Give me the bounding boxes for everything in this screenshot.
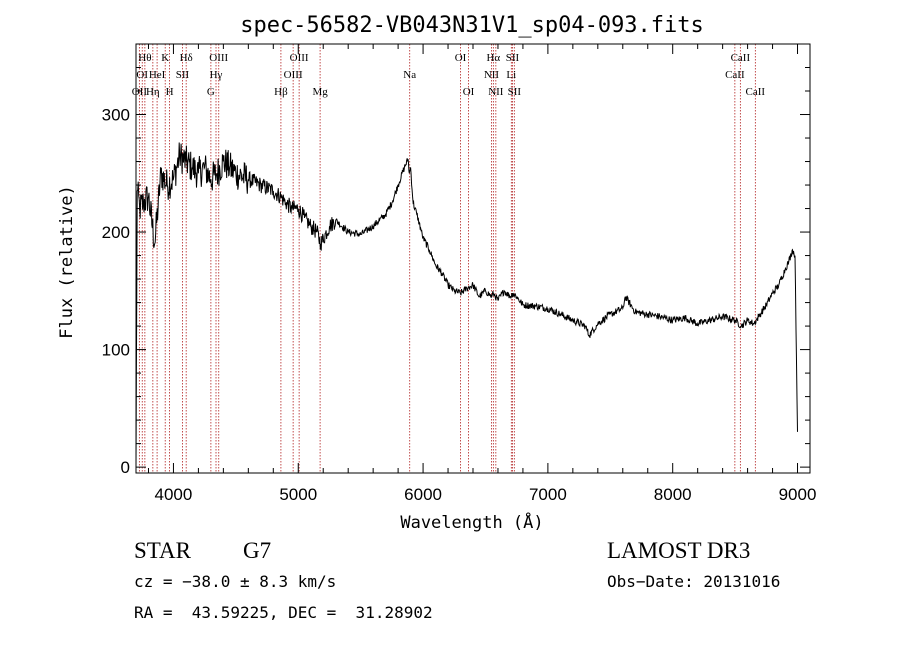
y-axis-label: Flux (relative) xyxy=(57,185,77,339)
line-markers xyxy=(138,44,756,473)
line-label-12: Hβ xyxy=(274,86,288,98)
line-label-4: HeI xyxy=(149,69,166,81)
line-label-1: OI xyxy=(136,69,148,81)
y-axis-ticks: 0 100 200 300 xyxy=(102,67,810,477)
spectrum-series xyxy=(135,142,798,468)
x-tick-label-1: 5000 xyxy=(279,485,317,504)
plot-frame xyxy=(135,43,811,474)
coordinates: RA = 43.59225, DEC = 31.28902 xyxy=(134,603,433,622)
line-label-13: OIII xyxy=(284,69,303,81)
redshift-cz: cz = −38.0 ± 8.3 km/s xyxy=(134,572,337,591)
line-label-14: OIII xyxy=(290,52,309,64)
line-label-20: Hα xyxy=(486,52,500,64)
object-subclass: G7 xyxy=(243,538,272,563)
x-tick-label-0: 4000 xyxy=(155,485,193,504)
line-label-11: OIII xyxy=(209,52,228,64)
line-label-2: Hθ xyxy=(138,52,151,64)
line-label-24: SII xyxy=(508,86,522,98)
line-label-18: OI xyxy=(463,86,475,98)
line-label-17: OI xyxy=(455,52,467,64)
chart-title: spec-56582-VB043N31V1_sp04-093.fits xyxy=(240,13,704,38)
line-label-5: K xyxy=(161,52,169,64)
x-tick-label-3: 7000 xyxy=(529,485,567,504)
observation-date: Obs−Date: 20131016 xyxy=(607,572,781,591)
x-tick-label-5: 9000 xyxy=(779,485,817,504)
line-marker-labels: OIIOIHθHηHeIKHSIIHδGHγOIIIHβOIIIOIIIMgNa… xyxy=(132,52,766,98)
line-label-27: CaII xyxy=(746,86,766,98)
line-label-9: G xyxy=(207,86,215,98)
object-class: STAR xyxy=(134,538,191,563)
line-label-0: OII xyxy=(132,86,148,98)
survey-name: LAMOST DR3 xyxy=(607,538,751,563)
y-tick-label-0: 0 xyxy=(121,458,130,477)
x-tick-label-2: 6000 xyxy=(404,485,442,504)
y-tick-label-3: 300 xyxy=(102,106,130,125)
line-label-10: Hγ xyxy=(210,69,223,81)
x-axis-label: Wavelength (Å) xyxy=(400,511,543,533)
line-label-6: H xyxy=(166,86,174,98)
line-label-16: Na xyxy=(403,69,416,81)
spectrum-chart: spec-56582-VB043N31V1_sp04-093.fits OII O… xyxy=(57,13,817,533)
y-tick-label-1: 100 xyxy=(102,341,130,360)
line-label-26: CaII xyxy=(731,52,751,64)
line-label-21: NII xyxy=(488,86,504,98)
x-axis-ticks: 4000 5000 6000 7000 8000 9000 xyxy=(147,44,817,504)
line-label-3: Hη xyxy=(146,86,160,98)
line-label-22: Li xyxy=(506,69,516,81)
line-label-15: Mg xyxy=(312,86,328,98)
line-label-8: Hδ xyxy=(180,52,193,64)
y-tick-label-2: 200 xyxy=(102,223,130,242)
x-tick-label-4: 8000 xyxy=(654,485,692,504)
line-label-7: SII xyxy=(176,69,190,81)
line-label-19: NII xyxy=(484,69,500,81)
line-label-25: CaII xyxy=(725,69,745,81)
line-label-23: SII xyxy=(506,52,520,64)
